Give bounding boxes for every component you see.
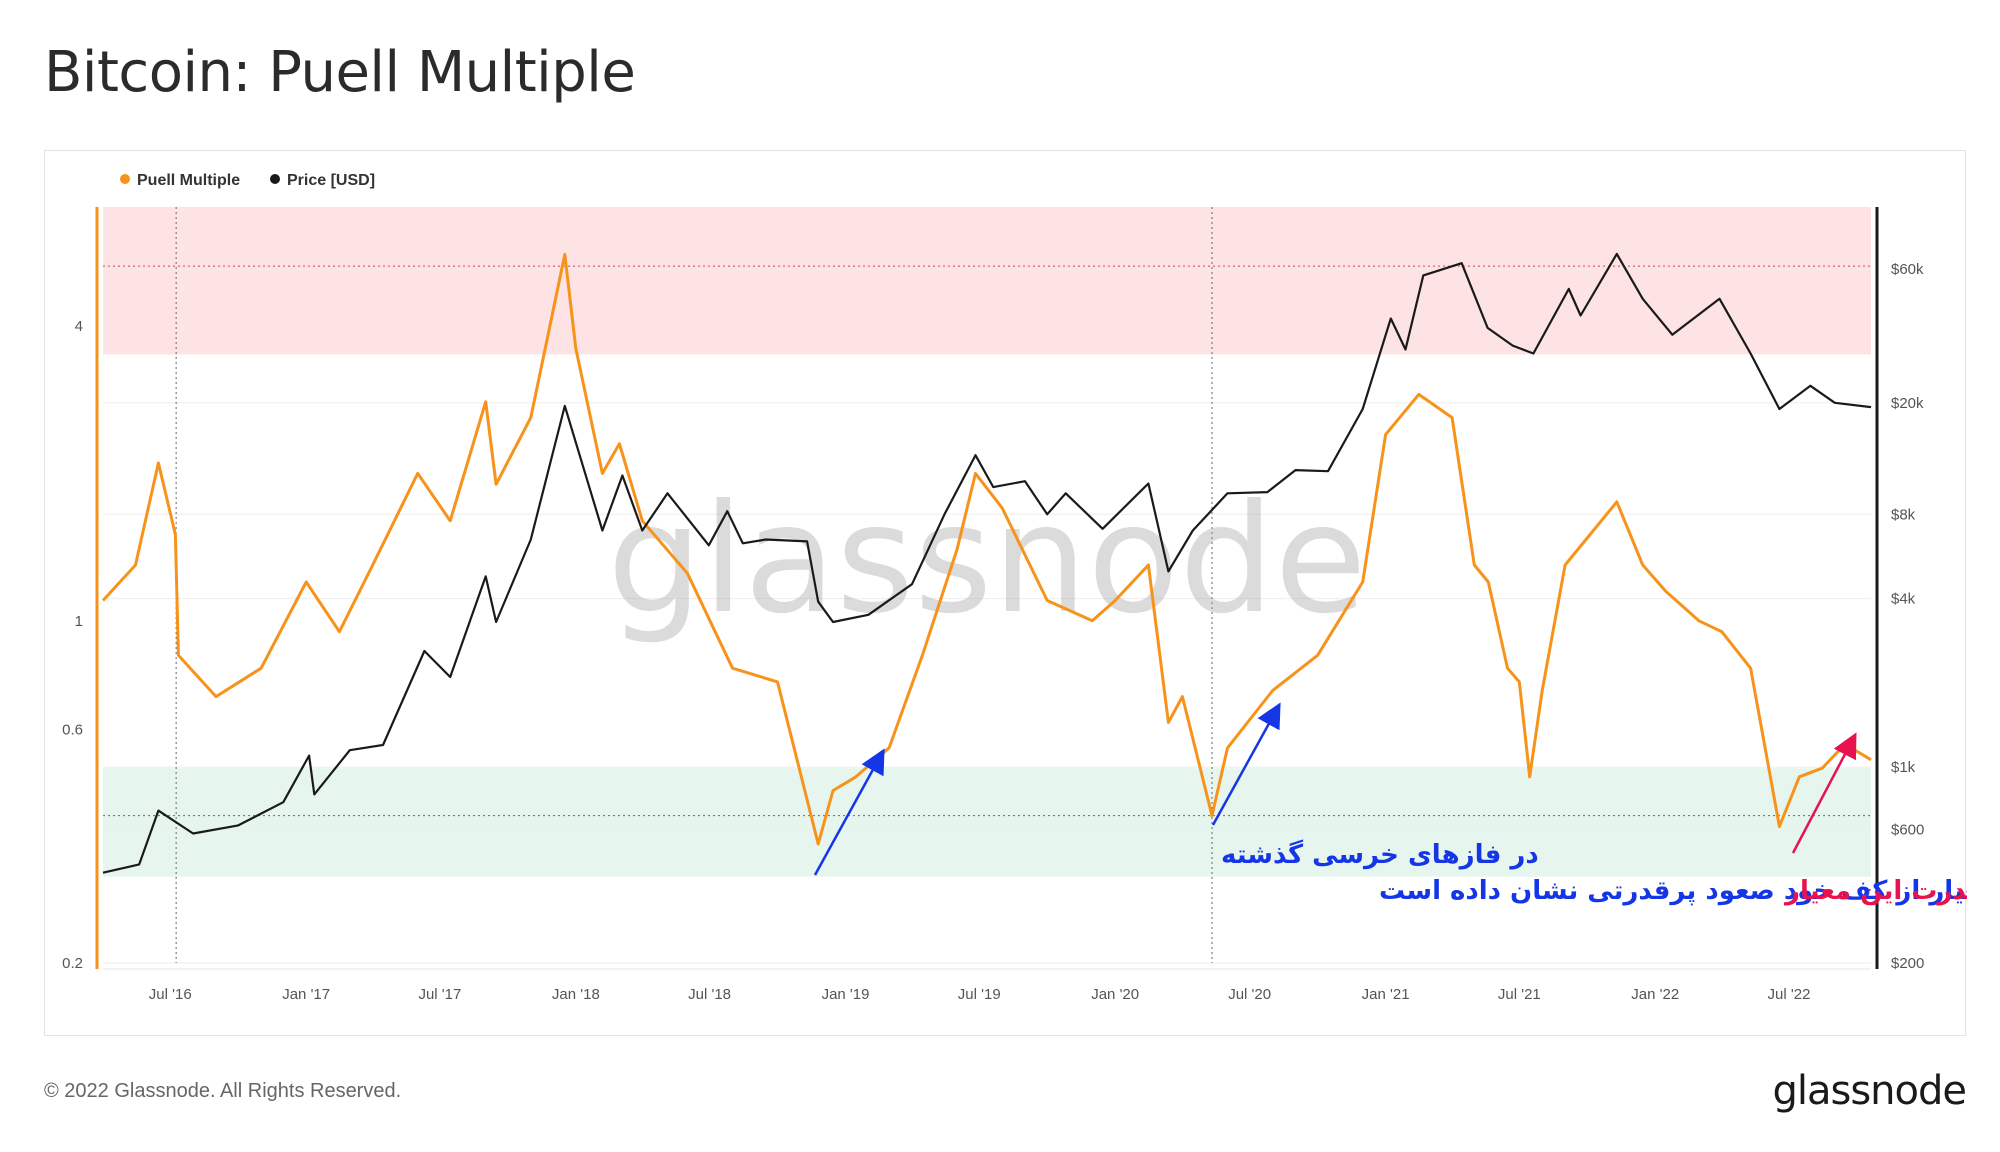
legend-label-price: Price [USD] <box>287 172 375 189</box>
legend-label-puell: Puell Multiple <box>137 172 240 189</box>
puell-multiple-line <box>101 252 1872 846</box>
x-tick-label: Jul '17 <box>418 986 461 1003</box>
y-right-tick-label: $20k <box>1891 395 1924 412</box>
y-right-tick-label: $60k <box>1891 261 1924 278</box>
top-red-band <box>103 207 1871 355</box>
chart-svg: glassnode 0.2 0.6 1 4 $200 $600 $1k $4k $8k $20k $6… <box>62 172 1967 1003</box>
x-tick-label: Jan '21 <box>1362 986 1410 1003</box>
x-tick-label: Jul '18 <box>688 986 731 1003</box>
glassnode-logo[interactable]: glassnode <box>1772 1068 1967 1114</box>
y-left-tick-label: 0.2 <box>62 955 83 972</box>
y-left-tick-label: 0.6 <box>62 721 83 738</box>
price-line <box>102 252 1872 874</box>
x-tick-label: Jan '19 <box>822 986 870 1003</box>
watermark: glassnode <box>607 473 1366 647</box>
annotation-strength: بازگشت قدرت این معیار <box>1783 875 1967 906</box>
annotation-bear-line1: در فازهای خرسی گذشته <box>1221 839 1539 870</box>
x-tick-label: Jan '22 <box>1631 986 1679 1003</box>
arrow-2019-rebound <box>813 748 885 876</box>
page-title: Bitcoin: Puell Multiple <box>44 40 636 105</box>
y-right-tick-label: $1k <box>1891 759 1916 776</box>
y-right-tick-label: $200 <box>1891 955 1924 972</box>
x-tick-label: Jul '21 <box>1498 986 1541 1003</box>
x-tick-label: Jul '19 <box>958 986 1001 1003</box>
bottom-green-band <box>103 768 1871 877</box>
legend-swatch-price <box>270 174 280 184</box>
x-tick-label: Jul '16 <box>149 986 192 1003</box>
x-tick-label: Jul '22 <box>1768 986 1811 1003</box>
footer-copyright: © 2022 Glassnode. All Rights Reserved. <box>44 1080 402 1102</box>
arrow-2022-rebound <box>1791 732 1857 854</box>
chart-frame: glassnode 0.2 0.6 1 4 $200 $600 $1k $4k $8k $20k $6… <box>44 150 1967 1036</box>
legend-swatch-puell <box>120 174 130 184</box>
x-tick-label: Jan '18 <box>552 986 600 1003</box>
arrow-2020-rebound <box>1211 702 1281 826</box>
y-right-tick-label: $600 <box>1891 821 1924 838</box>
y-right-tick-label: $8k <box>1891 506 1916 523</box>
y-left-tick-label: 4 <box>75 318 83 335</box>
x-tick-label: Jan '17 <box>282 986 330 1003</box>
annotation-bear-line2: این معیار از کف خود صعود پرقدرتی نشان دا… <box>1379 876 1967 906</box>
y-left-tick-label: 1 <box>75 613 83 630</box>
x-tick-label: Jul '20 <box>1228 986 1271 1003</box>
y-right-tick-label: $4k <box>1891 591 1916 608</box>
x-tick-label: Jan '20 <box>1091 986 1139 1003</box>
